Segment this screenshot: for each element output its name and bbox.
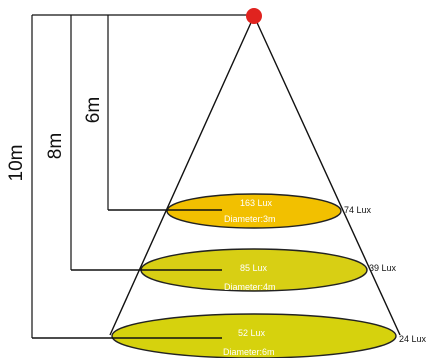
- height-label-10m: 10m: [6, 145, 27, 182]
- height-label-8m: 8m: [45, 133, 66, 159]
- illumination-ring-3m: [166, 193, 342, 229]
- illumination-ring-6m: [111, 313, 397, 358]
- ring-6m-edge-lux: 24 Lux: [399, 334, 427, 344]
- ring-3m-diameter: Diameter:3m: [224, 214, 276, 224]
- height-label-6m: 6m: [83, 97, 104, 123]
- cone-left-edge: [109, 15, 255, 336]
- ring-3m-center-lux: 163 Lux: [240, 198, 273, 208]
- ring-6m-diameter: Diameter:6m: [223, 347, 275, 357]
- ring-6m-center-lux: 52 Lux: [238, 328, 266, 338]
- ring-4m-edge-lux: 39 Lux: [369, 263, 397, 273]
- ring-4m-center-lux: 85 Lux: [240, 263, 268, 273]
- ring-3m-edge-lux: 74 Lux: [344, 205, 372, 215]
- ring-4m-diameter: Diameter:4m: [224, 282, 276, 292]
- cone-right-edge: [253, 15, 401, 336]
- light-source-dot: [246, 8, 262, 24]
